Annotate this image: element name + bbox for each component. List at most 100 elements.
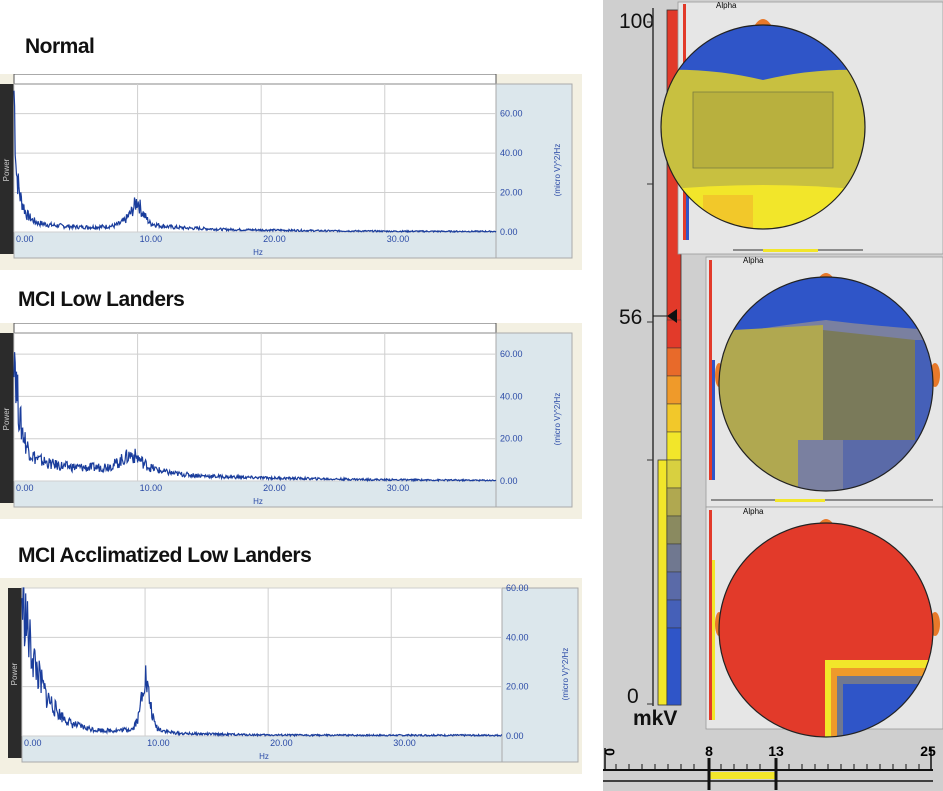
mini-colorbar xyxy=(709,510,712,720)
freq-scale-minor-ticks xyxy=(615,764,920,770)
plot-area xyxy=(13,332,497,482)
segment-amber xyxy=(666,403,682,433)
spectrum-chart-mci-low: Power 0.00 10.00 20.00 30.00 0.00 20.00 40.00… xyxy=(0,323,573,508)
power-label: Power xyxy=(2,407,11,430)
colorbar-marker-label: 56 xyxy=(619,306,643,329)
x-tick-label: 20.00 xyxy=(270,738,293,748)
x-tick-label: 20.00 xyxy=(263,234,286,244)
x-axis-band xyxy=(21,735,503,763)
plot-area xyxy=(13,83,497,233)
x-axis-label: Hz xyxy=(259,752,269,761)
mini-colorbar xyxy=(709,260,712,480)
mini-colorbar-yellow xyxy=(712,560,715,720)
head-outline xyxy=(660,24,866,230)
spectrum-trace xyxy=(13,352,497,483)
y-tick-label: 20.00 xyxy=(500,434,523,444)
y-tick-label: 40.00 xyxy=(506,632,529,642)
segment-yellow xyxy=(666,431,682,461)
topo-map-mci-accl: Alpha xyxy=(705,506,943,738)
colorbar-marker-triangle xyxy=(667,309,677,323)
x-tick-label: 20.00 xyxy=(263,483,286,493)
band-label: Alpha xyxy=(743,256,764,265)
power-sidebar xyxy=(8,588,22,758)
freq-tick-25: 25 xyxy=(920,743,936,759)
x-tick-label: 30.00 xyxy=(393,738,416,748)
freq-tick-0: 0 xyxy=(603,748,618,756)
topo-map-mci-low: Alpha xyxy=(705,256,943,508)
power-sidebar xyxy=(0,84,14,254)
region-right-central xyxy=(823,330,915,440)
segment-grey-blue xyxy=(666,571,682,601)
segment-grey-olive xyxy=(666,515,682,545)
spectrum-panel-mci-accl: Power 0.00 10.00 20.00 30.00 0.00 20.00 40.00… xyxy=(0,578,582,774)
colorbar-segments xyxy=(666,319,682,706)
spectrum-trace xyxy=(21,587,503,738)
mini-freq-band xyxy=(763,249,818,252)
segment-orange-red xyxy=(666,347,682,377)
segment-blue xyxy=(666,599,682,629)
y-axis-band xyxy=(495,83,573,259)
x-tick-label: 0.00 xyxy=(16,234,34,244)
y-axis-unit: (micro V)^2/Hz xyxy=(553,144,562,197)
head-outline xyxy=(718,276,934,492)
freq-band-highlight xyxy=(709,772,776,779)
spectrum-chart-normal: Power 0.00 10.00 20.00 30.00 0.00 20.00 40.00… xyxy=(0,74,573,259)
title-normal: Normal xyxy=(25,35,95,58)
y-axis-unit: (micro V)^2/Hz xyxy=(561,648,570,701)
colorbar-max-label: 100 xyxy=(619,10,655,33)
y-tick-label: 60.00 xyxy=(500,109,523,119)
y-tick-label: 40.00 xyxy=(500,391,523,401)
segment-grey xyxy=(666,543,682,573)
band-label: Alpha xyxy=(716,1,737,10)
region-central-contour xyxy=(692,91,834,169)
segment-dark-blue xyxy=(666,627,682,706)
x-tick-label: 10.00 xyxy=(147,738,170,748)
x-tick-label: 0.00 xyxy=(16,483,34,493)
x-tick-label: 30.00 xyxy=(387,234,410,244)
freq-tick-8: 8 xyxy=(705,743,713,759)
x-tick-label: 0.00 xyxy=(24,738,42,748)
x-axis-label: Hz xyxy=(253,248,263,257)
band-label: Alpha xyxy=(743,507,764,516)
topo-map-normal: Alpha xyxy=(660,1,943,255)
segment-orange xyxy=(666,375,682,405)
spectrum-panel-normal: Power 0.00 10.00 20.00 30.00 0.00 20.00 40.00… xyxy=(0,74,582,270)
y-axis-band xyxy=(495,332,573,508)
spectrum-panel-mci-low: Power 0.00 10.00 20.00 30.00 0.00 20.00 40.00… xyxy=(0,323,582,519)
x-tick-label: 30.00 xyxy=(387,483,410,493)
y-tick-label: 0.00 xyxy=(506,731,524,741)
topography-svg: 0 8 13 25 Alpha xyxy=(603,1,943,790)
power-label: Power xyxy=(2,158,11,181)
y-tick-label: 20.00 xyxy=(500,188,523,198)
y-axis-band xyxy=(501,587,579,763)
topography-panel: 100 56 0 mkV xyxy=(603,0,943,791)
y-tick-label: 20.00 xyxy=(506,682,529,692)
spectrum-chart-mci-accl: Power 0.00 10.00 20.00 30.00 0.00 20.00 40.00… xyxy=(8,583,579,763)
x-tick-label: 10.00 xyxy=(140,234,163,244)
power-label: Power xyxy=(10,662,19,685)
head-outline xyxy=(718,522,934,738)
title-mci-acclimatized: MCI Acclimatized Low Landers xyxy=(18,544,312,567)
mini-freq-band xyxy=(775,499,825,502)
colorbar-unit-label: mkV xyxy=(633,707,678,730)
y-axis-unit: (micro V)^2/Hz xyxy=(553,393,562,446)
y-tick-label: 0.00 xyxy=(500,476,518,486)
colorbar-min-label: 0 xyxy=(627,685,639,708)
colorbar-yellow-bar xyxy=(657,459,668,706)
power-sidebar xyxy=(0,333,14,503)
title-mci-low-landers: MCI Low Landers xyxy=(18,288,185,311)
freq-tick-13: 13 xyxy=(768,743,784,759)
segment-yellow-olive xyxy=(666,459,682,489)
segment-red xyxy=(666,319,682,349)
spectrum-trace xyxy=(13,90,497,234)
y-tick-label: 60.00 xyxy=(500,349,523,359)
x-axis-label: Hz xyxy=(253,497,263,506)
mini-colorbar-blue xyxy=(712,360,715,480)
y-tick-label: 0.00 xyxy=(500,227,518,237)
region-left-central xyxy=(719,325,823,491)
segment-olive xyxy=(666,487,682,517)
x-tick-label: 10.00 xyxy=(140,483,163,493)
y-tick-label: 40.00 xyxy=(500,148,523,158)
y-tick-label: 60.00 xyxy=(506,583,529,593)
chart-header xyxy=(13,74,497,85)
